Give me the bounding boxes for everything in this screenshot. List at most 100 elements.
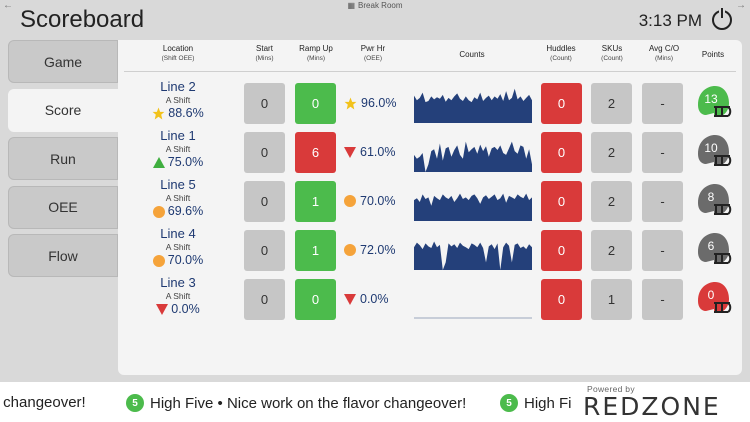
skus-cell[interactable]: 2: [591, 132, 632, 173]
shift-label: A Shift: [165, 95, 191, 105]
sidebar: Game Score Run OEE Flow: [8, 40, 118, 283]
trend-down-icon: [344, 146, 356, 158]
skus-cell[interactable]: 1: [591, 279, 632, 320]
points-value: 8: [707, 190, 715, 204]
status-dot-icon: [344, 195, 356, 207]
room-indicator[interactable]: ▦ Break Room: [0, 1, 750, 10]
ramp-up-cell[interactable]: 1: [295, 181, 336, 222]
sidebar-item-score[interactable]: Score: [8, 88, 118, 132]
ramp-up-cell[interactable]: 6: [295, 132, 336, 173]
start-cell[interactable]: 0: [244, 230, 285, 271]
power-icon[interactable]: [712, 8, 732, 30]
column-header-points: Points: [701, 50, 725, 59]
sidebar-item-oee[interactable]: OEE: [8, 185, 118, 229]
pwr-hr-cell: 0.0%: [344, 292, 410, 306]
start-cell[interactable]: 0: [244, 83, 285, 124]
forward-arrow-icon[interactable]: →: [736, 0, 746, 11]
shift-oee: 69.6%: [140, 204, 216, 219]
line-name: Line 5: [160, 177, 196, 192]
ticker-bar: r changeover! 5 High Five • Nice work on …: [0, 382, 750, 422]
column-header-skus: SKUs (Count): [601, 44, 623, 62]
column-header-location: Location (Shift OEE): [161, 44, 195, 62]
avg-co-cell[interactable]: -: [642, 83, 683, 124]
points-helmet-icon[interactable]: 8: [694, 181, 732, 221]
sidebar-item-label: Score: [44, 102, 82, 118]
counts-area: [414, 241, 532, 270]
shift-label: A Shift: [165, 291, 191, 301]
avg-co-cell[interactable]: -: [642, 230, 683, 271]
pwr-hr-cell: 70.0%: [344, 194, 410, 208]
sidebar-item-label: Game: [43, 53, 83, 70]
ramp-up-cell[interactable]: 1: [295, 230, 336, 271]
shift-oee: 88.6%: [140, 106, 216, 121]
start-cell[interactable]: 0: [244, 132, 285, 173]
sidebar-item-game[interactable]: Game: [8, 40, 118, 83]
sidebar-item-label: Run: [50, 150, 76, 167]
counts-sparkline[interactable]: [414, 134, 532, 172]
huddles-cell[interactable]: 0: [541, 181, 582, 222]
sidebar-item-flow[interactable]: Flow: [8, 234, 118, 277]
huddles-cell[interactable]: 0: [541, 279, 582, 320]
column-header-ramp-up: Ramp Up (Mins): [299, 44, 333, 62]
avg-co-cell[interactable]: -: [642, 279, 683, 320]
sidebar-item-run[interactable]: Run: [8, 137, 118, 180]
points-value: 6: [707, 239, 715, 253]
skus-cell[interactable]: 2: [591, 83, 632, 124]
counts-sparkline[interactable]: [414, 85, 532, 123]
points-helmet-icon[interactable]: 13: [694, 83, 732, 123]
ramp-up-cell[interactable]: 0: [295, 83, 336, 124]
line-name: Line 1: [160, 128, 196, 143]
sidebar-item-label: Flow: [48, 247, 78, 264]
grid-icon: ▦: [347, 1, 356, 10]
ramp-up-cell[interactable]: 0: [295, 279, 336, 320]
counts-sparkline[interactable]: [414, 232, 532, 270]
status-dot-icon: [344, 244, 356, 256]
brand-logo: Powered by REDZONE: [575, 382, 750, 422]
avg-co-cell[interactable]: -: [642, 132, 683, 173]
back-arrow-icon[interactable]: ←: [3, 0, 13, 11]
column-header-huddles: Huddles (Count): [546, 44, 576, 62]
start-cell[interactable]: 0: [244, 181, 285, 222]
pwr-hr-cell: 72.0%: [344, 243, 410, 257]
sidebar-item-label: OEE: [48, 199, 78, 215]
room-label: Break Room: [358, 1, 403, 10]
skus-cell[interactable]: 2: [591, 230, 632, 271]
points-helmet-icon[interactable]: 6: [694, 230, 732, 270]
trend-down-icon: [156, 304, 169, 315]
scoreboard-panel: Location (Shift OEE) Start (Mins) Ramp Up(…: [118, 40, 742, 375]
line-name: Line 2: [160, 79, 196, 94]
skus-cell[interactable]: 2: [591, 181, 632, 222]
clock: 3:13 PM: [638, 11, 702, 30]
huddles-cell[interactable]: 0: [541, 230, 582, 271]
points-helmet-icon[interactable]: 10: [694, 132, 732, 172]
pwr-hr-cell: 61.0%: [344, 145, 410, 159]
hand-icon: 5: [126, 394, 144, 412]
brand-name: REDZONE: [583, 392, 721, 421]
huddles-cell[interactable]: 0: [541, 83, 582, 124]
points-helmet-icon[interactable]: 0: [694, 279, 732, 319]
huddles-cell[interactable]: 0: [541, 132, 582, 173]
column-header-start: Start (Mins): [255, 44, 274, 62]
trend-up-icon: [152, 157, 165, 168]
avg-co-cell[interactable]: -: [642, 181, 683, 222]
trend-down-icon: [344, 293, 356, 305]
counts-sparkline[interactable]: [414, 183, 532, 221]
start-cell[interactable]: 0: [244, 279, 285, 320]
counts-sparkline[interactable]: [414, 281, 532, 319]
shift-oee: 0.0%: [140, 302, 216, 317]
line-name: Line 4: [160, 226, 196, 241]
ticker-item: 5 High Fi: [500, 394, 572, 412]
star-icon: [152, 107, 165, 120]
counts-area: [414, 141, 532, 172]
points-value: 10: [704, 141, 718, 155]
